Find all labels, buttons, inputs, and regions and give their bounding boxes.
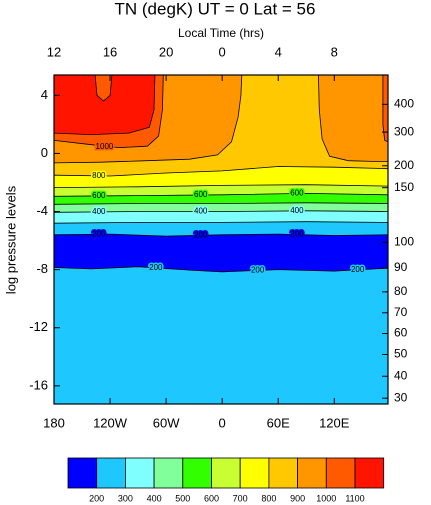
contour-line: [54, 192, 388, 197]
y2-tick-label: 150: [394, 180, 414, 194]
y2-tick-label: 40: [394, 368, 408, 382]
contour-label: 200: [351, 265, 365, 274]
x-tick-label: 60E: [267, 415, 290, 430]
chart-title: TN (degK) UT = 0 Lat = 56: [115, 0, 316, 18]
colorbar-box: [297, 457, 327, 489]
contour-line: [54, 210, 388, 213]
colorbar-label: 500: [175, 493, 190, 503]
x2-tick-label: 0: [219, 44, 226, 59]
colorbar-label: 200: [89, 493, 104, 503]
y-tick-label: -16: [29, 377, 48, 392]
y2-tick-label: 100: [394, 235, 414, 249]
colorbar-label: 600: [204, 493, 219, 503]
colorbar-label: 1000: [316, 493, 336, 503]
contour-label: 200: [290, 230, 304, 239]
contour-label: 600: [194, 190, 208, 199]
x-tick-label: 0: [219, 415, 226, 430]
contour-line: [382, 75, 388, 143]
x2-tick-label: 12: [47, 44, 61, 59]
contour-line: [54, 75, 243, 164]
colorbar-box: [325, 457, 356, 489]
colorbar-label: 1100: [345, 493, 364, 503]
colorbar-box: [125, 457, 155, 489]
x2-axis-title: Local Time (hrs): [178, 26, 264, 40]
contour-label: 400: [194, 207, 208, 216]
colorbar-box: [239, 457, 270, 489]
colorbar-box: [182, 457, 212, 489]
x-tick-label: 60W: [153, 415, 180, 430]
colorbar-label: 400: [147, 493, 162, 503]
colorbar-label: 700: [233, 493, 248, 503]
contour-line: [54, 266, 388, 273]
y2-tick-label: 300: [394, 124, 414, 138]
y2-tick-label: 60: [394, 326, 408, 340]
contour-line: [54, 202, 388, 205]
contour-fill: [54, 266, 388, 404]
y2-tick-label: 200: [394, 158, 414, 172]
contour-fill: [382, 75, 388, 142]
contour-label: 200: [194, 230, 208, 239]
contour-line: [54, 221, 388, 224]
y-tick-label: 4: [41, 87, 48, 102]
contour-label: 400: [92, 207, 106, 216]
contour-label: 800: [92, 171, 106, 180]
colorbar-label: 300: [118, 493, 133, 503]
contour-line: [318, 75, 388, 162]
contour-label: 200: [92, 229, 106, 238]
y-tick-label: -12: [29, 319, 48, 334]
plot-frame: [53, 74, 389, 405]
colorbar-label: 900: [290, 493, 305, 503]
y2-tick-label: 70: [394, 305, 408, 319]
y-axis-title: log pressure levels: [3, 185, 18, 294]
contour-fill: [54, 75, 155, 135]
y-tick-label: -8: [36, 261, 48, 276]
contour-line: [54, 75, 164, 149]
contour-line: [54, 166, 388, 177]
y2-tick-label: 80: [394, 284, 408, 298]
y-tick-label: -4: [36, 203, 48, 218]
colorbar-label: 800: [261, 493, 276, 503]
y2-tick-label: 50: [394, 347, 408, 361]
colorbar-box: [67, 457, 98, 489]
x2-tick-label: 4: [275, 44, 282, 59]
x-tick-label: 180: [43, 415, 65, 430]
contour-label: 200: [251, 266, 265, 275]
contour-fill: [318, 75, 388, 162]
colorbar-box: [211, 457, 241, 489]
contour-line: [54, 233, 388, 237]
contour-line: [54, 75, 156, 136]
x2-tick-label: 8: [331, 44, 338, 59]
contour-label: 1000: [96, 142, 114, 151]
x2-tick-label: 16: [103, 44, 117, 59]
colorbar-box: [96, 457, 126, 489]
colorbar-box: [354, 457, 385, 489]
contour-label: 400: [290, 206, 304, 215]
contour-label: 200: [149, 263, 163, 272]
x2-tick-label: 20: [159, 44, 173, 59]
contour-label: 600: [290, 189, 304, 198]
y2-tick-label: 30: [394, 390, 408, 404]
y-tick-label: 0: [41, 145, 48, 160]
x-tick-label: 120E: [319, 415, 350, 430]
x-tick-label: 120W: [93, 415, 128, 430]
contour-line: [54, 184, 388, 188]
y2-tick-label: 90: [394, 260, 408, 274]
colorbar-box: [153, 457, 184, 489]
colorbar-box: [268, 457, 298, 489]
y2-tick-label: 400: [394, 97, 414, 111]
plot-area: 1000 800 600 600 600 400 400 400 200 200 200 200 200…: [54, 75, 388, 404]
contour-label: 600: [92, 191, 106, 200]
